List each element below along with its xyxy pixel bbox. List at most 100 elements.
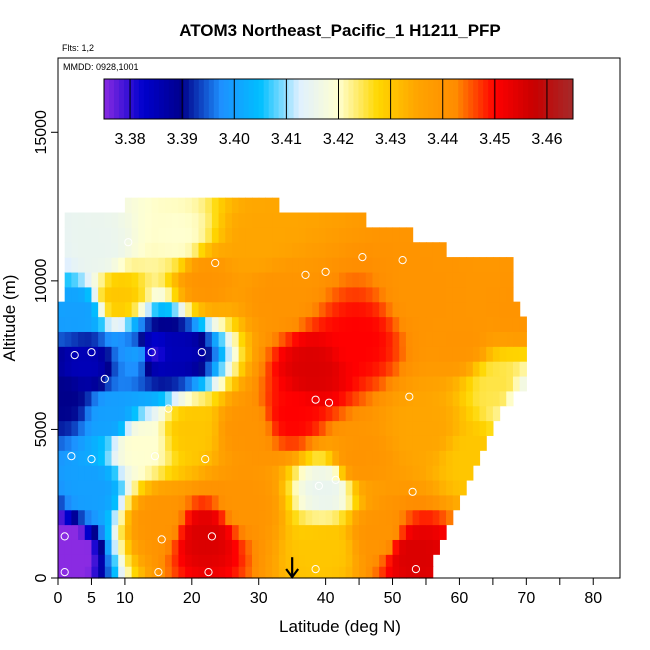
heatmap-cell (459, 405, 467, 422)
heatmap-cell (265, 316, 273, 332)
heatmap-cell (318, 435, 327, 451)
heatmap-cell (452, 420, 461, 436)
heatmap-cell (339, 420, 347, 436)
heatmap-cell (191, 375, 200, 392)
heatmap-cell (405, 316, 414, 332)
heatmap-cell (84, 257, 93, 273)
heatmap-cell (399, 346, 407, 362)
heatmap-cell (405, 286, 414, 303)
heatmap-cell (466, 286, 474, 303)
heatmap-cell (258, 301, 266, 318)
colorbar-swatch (318, 79, 325, 119)
heatmap-cell (265, 554, 273, 567)
heatmap-cell (379, 271, 387, 288)
heatmap-cell (245, 361, 253, 377)
heatmap-cell (64, 494, 72, 511)
heatmap-cell (345, 316, 353, 332)
heatmap-cell (185, 450, 193, 466)
heatmap-cell (425, 435, 434, 451)
heatmap-cell (191, 435, 200, 451)
sample-point (301, 270, 310, 279)
heatmap-cell (205, 509, 213, 526)
colorbar-swatch (533, 79, 539, 119)
heatmap-cell (365, 331, 374, 347)
heatmap-cell (459, 479, 467, 496)
colorbar-swatch (228, 79, 235, 119)
colorbar-swatch (218, 79, 225, 119)
heatmap-cell (405, 566, 414, 579)
heatmap-cell (245, 554, 253, 567)
heatmap-cell (506, 301, 514, 318)
heatmap-cell (124, 197, 133, 214)
heatmap-cell (425, 257, 434, 273)
colorbar-swatch (138, 79, 145, 119)
heatmap-cell (178, 257, 186, 273)
heatmap-cell (359, 242, 367, 258)
heatmap-cell (352, 539, 360, 555)
heatmap-cell (325, 566, 333, 579)
heatmap-cell (58, 566, 66, 579)
colorbar-swatch (153, 79, 160, 119)
heatmap-cell (218, 405, 226, 422)
heatmap-cell (252, 420, 260, 436)
heatmap-cell (425, 539, 434, 555)
heatmap-cell (78, 390, 86, 407)
heatmap-cell (479, 346, 487, 362)
heatmap-cell (151, 286, 159, 303)
heatmap-cell (452, 301, 461, 318)
heatmap-cell (71, 361, 79, 377)
heatmap-cell (352, 361, 360, 377)
heatmap-cell (198, 361, 206, 377)
heatmap-cell (392, 242, 400, 258)
heatmap-cell (245, 227, 253, 243)
heatmap-cell (144, 494, 153, 511)
heatmap-cell (325, 346, 333, 362)
heatmap-cell (218, 361, 226, 377)
heatmap-cell (211, 257, 220, 273)
heatmap-cell (118, 212, 126, 228)
heatmap-cell (399, 390, 407, 407)
heatmap-cell (111, 479, 119, 496)
heatmap-cell (285, 301, 293, 318)
heatmap-cell (211, 361, 220, 377)
heatmap-cell (278, 465, 287, 481)
heatmap-cell (419, 375, 427, 392)
heatmap-cell (519, 361, 527, 377)
heatmap-cell (191, 331, 200, 347)
heatmap-cell (345, 242, 353, 258)
heatmap-cell (238, 331, 246, 347)
heatmap-cell (118, 524, 126, 540)
heatmap-cell (459, 450, 467, 466)
colorbar-swatch (143, 79, 150, 119)
heatmap-cell (312, 539, 320, 555)
heatmap-cell (305, 465, 313, 481)
heatmap-cell (359, 390, 367, 407)
heatmap-cell (379, 257, 387, 273)
colorbar-swatch (328, 79, 335, 119)
heatmap-cell (78, 450, 86, 466)
heatmap-cell (205, 524, 213, 540)
heatmap-cell (211, 316, 220, 332)
heatmap-cell (372, 227, 380, 243)
heatmap-cell (78, 375, 86, 392)
heatmap-cell (185, 316, 193, 332)
heatmap-cell (198, 286, 206, 303)
heatmap-cell (205, 301, 213, 318)
heatmap-cell (265, 494, 273, 511)
heatmap-cell (58, 450, 66, 466)
colorbar-swatch (528, 79, 534, 119)
heatmap-cell (71, 405, 79, 422)
heatmap-cell (252, 301, 260, 318)
colorbar-swatch (133, 79, 140, 119)
heatmap-cell (379, 227, 387, 243)
colorbar-swatch (253, 79, 260, 119)
heatmap-cell (98, 242, 106, 258)
heatmap-cell (345, 420, 353, 436)
heatmap-cell (472, 361, 481, 377)
heatmap-cell (252, 390, 260, 407)
heatmap-cell (225, 524, 233, 540)
heatmap-cell (185, 539, 193, 555)
colorbar-swatch (523, 79, 529, 119)
heatmap-cell (71, 286, 79, 303)
heatmap-cell (124, 271, 133, 288)
